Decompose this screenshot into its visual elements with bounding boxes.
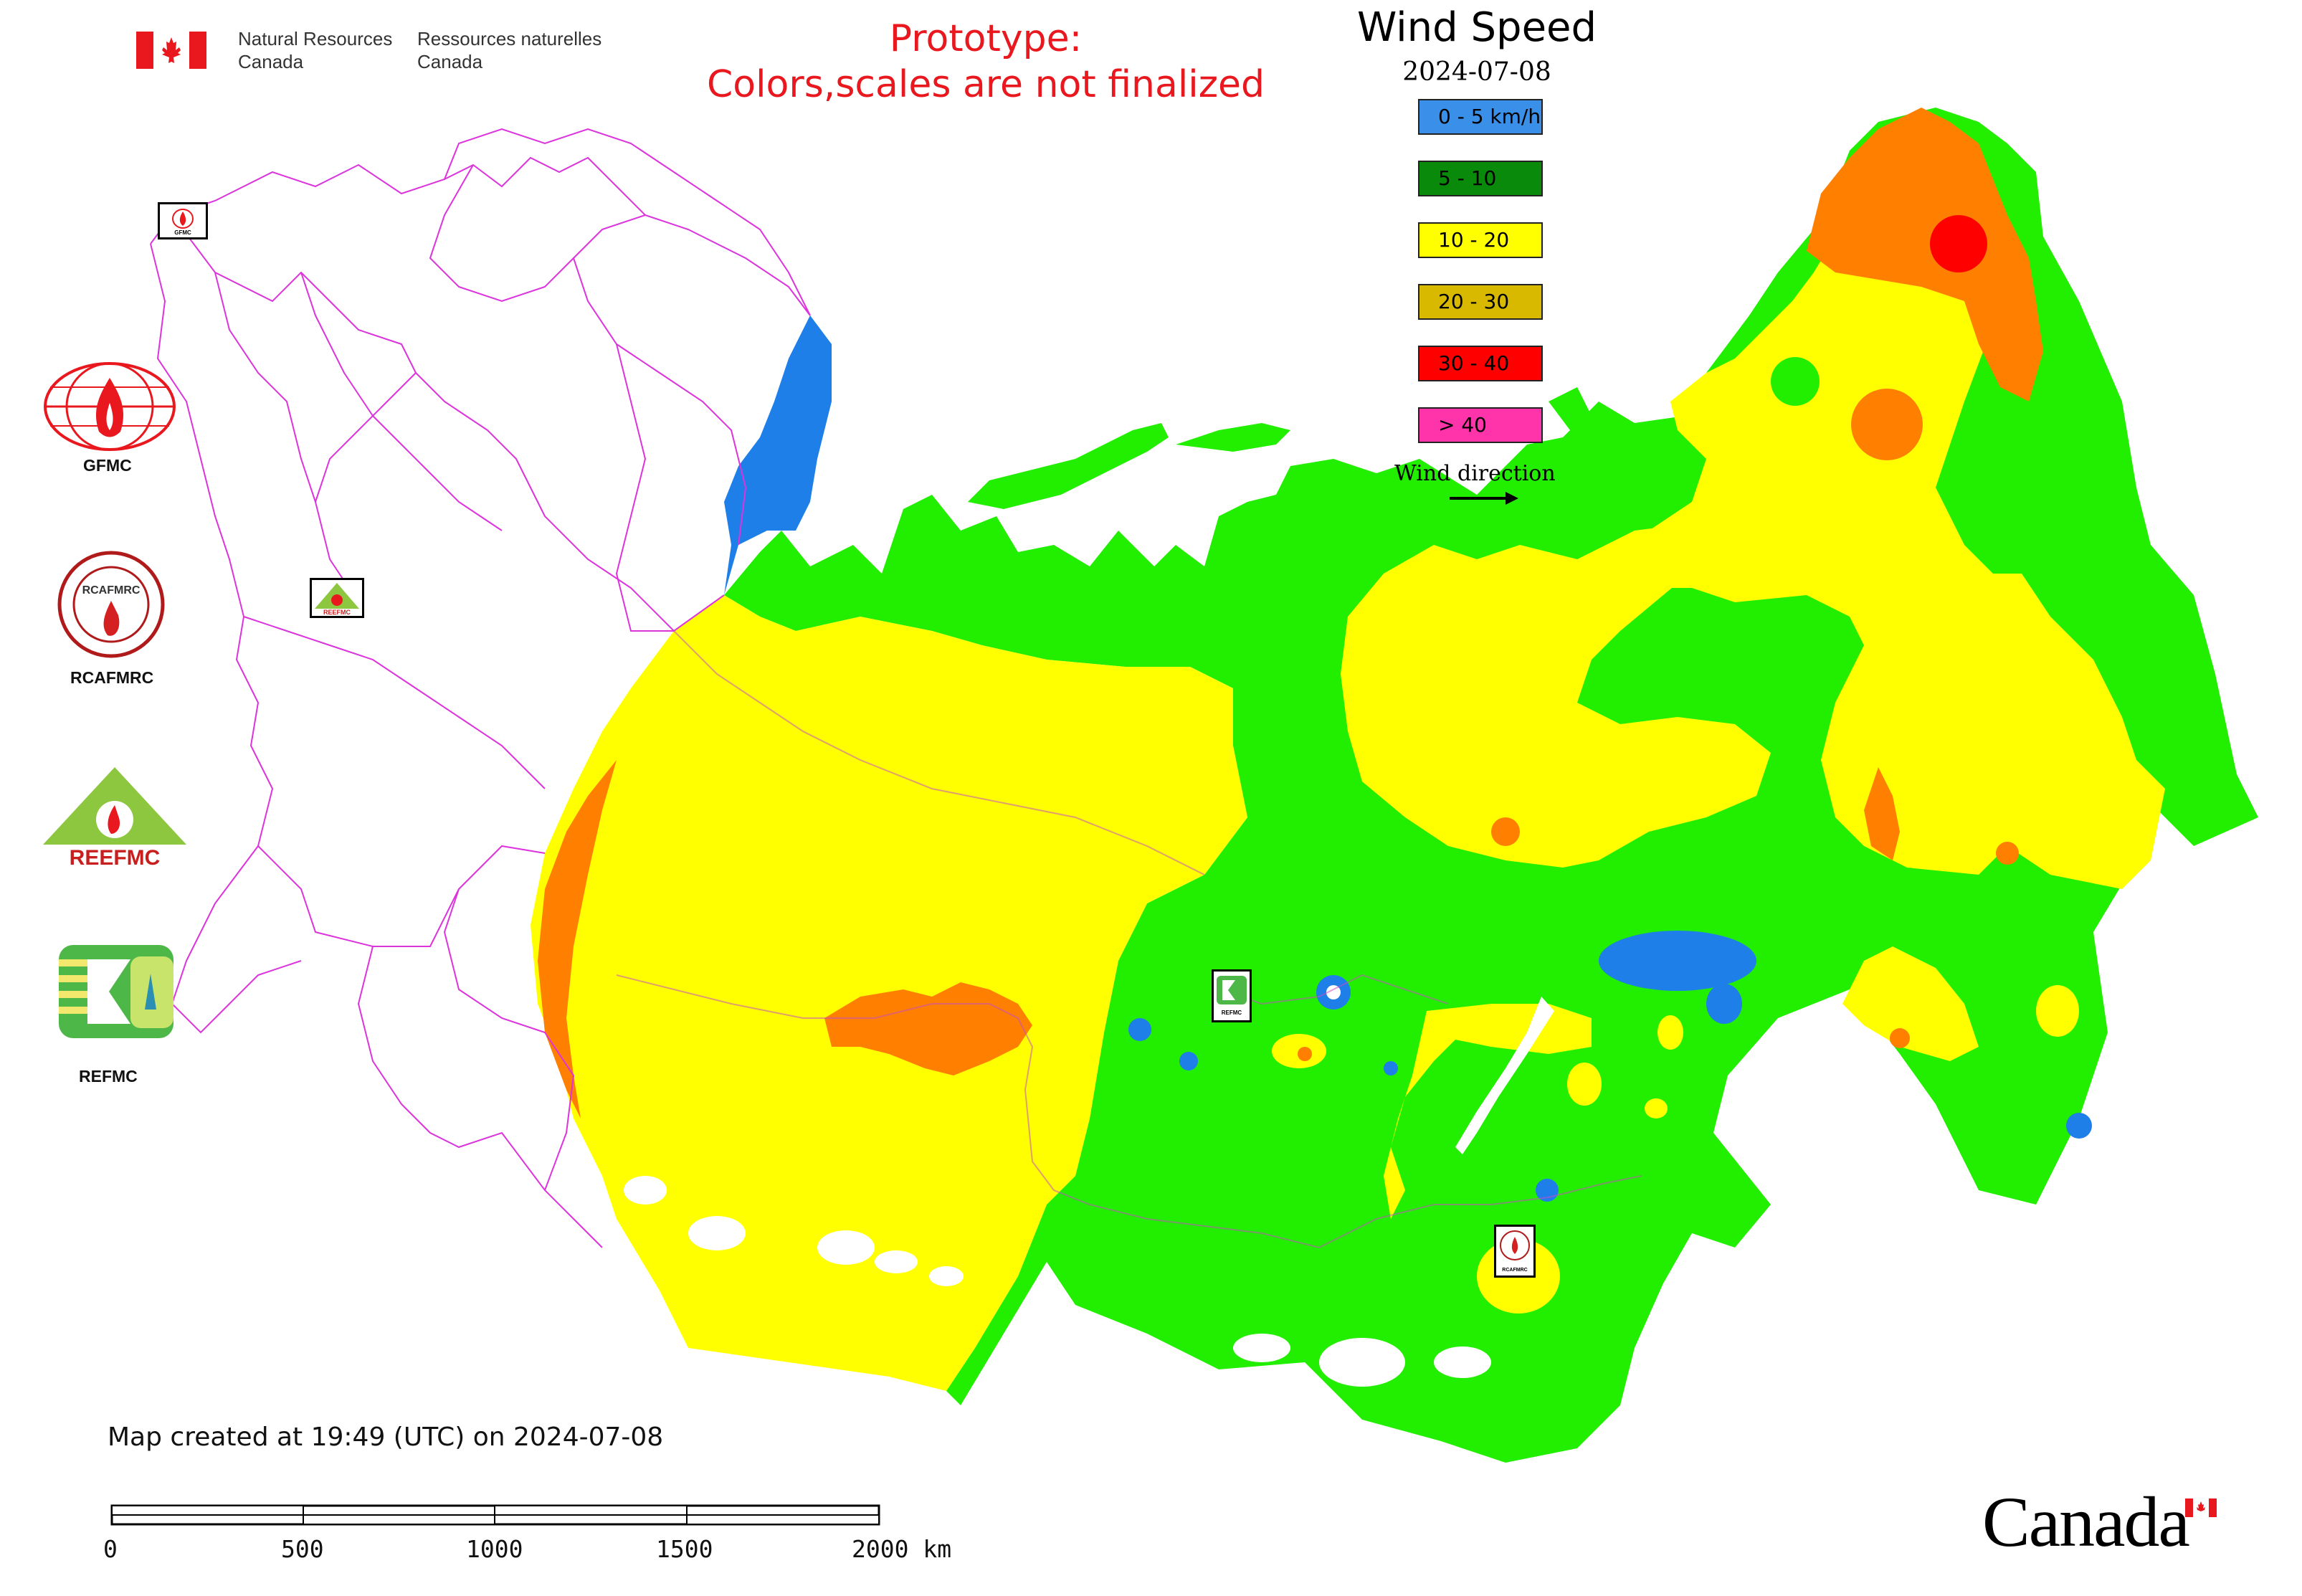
reefmc-marker-icon[interactable]: REEFMC xyxy=(310,578,364,618)
region-10-20-south-east xyxy=(1842,946,1979,1061)
scale-label-500: 500 xyxy=(281,1535,324,1563)
region-0-5-east xyxy=(1706,984,1742,1024)
legend-item-0-5: 0 - 5 km/h xyxy=(1418,99,1543,135)
region-30-40 xyxy=(1930,215,1987,272)
region-20-30-west-coast xyxy=(538,760,617,1118)
region-20-30-okhotsk xyxy=(1864,767,1900,860)
canada-wordmark: Canada xyxy=(1982,1482,2190,1562)
region-0-5-scandinavia xyxy=(724,315,832,595)
svg-text:REEFMC: REEFMC xyxy=(323,609,351,616)
wind-direction-label: Wind direction xyxy=(1394,461,1556,486)
rcafmrc-marker-icon[interactable]: RCAFMRC xyxy=(1494,1225,1536,1278)
region-20-30-chukotka xyxy=(1807,108,2043,402)
svg-text:REFMC: REFMC xyxy=(1222,1010,1242,1016)
nrcan-name-en: Natural Resources Canada xyxy=(238,28,393,72)
region-10-20-central xyxy=(1341,523,1771,868)
scale-label-2000: 2000 km xyxy=(852,1535,952,1563)
refmc-logo-icon xyxy=(59,945,173,1038)
lake-baikal xyxy=(1455,997,1554,1154)
canada-wordmark-flag-icon xyxy=(2185,1498,2217,1517)
org-label-refmc: REFMC xyxy=(79,1067,138,1086)
nodata-speckles xyxy=(624,985,1491,1387)
region-10-20-northeast xyxy=(1642,122,2165,889)
wind-direction-arrow-icon xyxy=(1450,492,1518,505)
scale-label-1500: 1500 xyxy=(656,1535,713,1563)
canada-flag-icon xyxy=(136,32,206,69)
scale-label-1000: 1000 xyxy=(466,1535,523,1563)
reefmc-logo-icon: REEFMC xyxy=(43,767,186,870)
region-20-30-spot xyxy=(1851,389,1923,460)
nrcan-name-fr: Ressources naturelles Canada xyxy=(417,28,602,72)
region-0-5-lakes xyxy=(1599,931,1756,991)
refmc-marker-icon[interactable]: REFMC xyxy=(1212,969,1252,1022)
country-borders xyxy=(616,630,1642,1249)
legend-item-30-40: 30 - 40 xyxy=(1418,346,1543,381)
legend-date: 2024-07-08 xyxy=(1402,57,1551,87)
region-10-20-baikal xyxy=(1384,1004,1592,1219)
org-label-gfmc: GFMC xyxy=(83,456,132,475)
svg-text:GFMC: GFMC xyxy=(174,229,191,236)
legend-title: Wind Speed xyxy=(1356,4,1597,51)
map-created-timestamp: Map created at 19:49 (UTC) on 2024-07-08 xyxy=(108,1422,664,1452)
admin-boundaries xyxy=(150,128,811,1248)
legend-item-over-40: > 40 xyxy=(1418,407,1543,443)
svg-text:RCAFMRC: RCAFMRC xyxy=(1502,1268,1527,1273)
arctic-islands xyxy=(968,357,1820,509)
legend-item-10-20: 10 - 20 xyxy=(1418,222,1543,258)
org-label-rcafmrc: RCAFMRC xyxy=(70,668,154,687)
legend-item-5-10: 5 - 10 xyxy=(1418,161,1543,196)
prototype-notice: Prototype: Colors,scales are not finaliz… xyxy=(706,17,1265,106)
gfmc-logo-icon xyxy=(44,362,176,451)
legend-item-20-30: 20 - 30 xyxy=(1418,284,1543,320)
svg-text:RCAFMRC: RCAFMRC xyxy=(82,584,141,597)
region-20-30-caspian xyxy=(824,982,1032,1075)
rcafmrc-logo-icon: RCAFMRC xyxy=(57,551,165,658)
scale-label-0: 0 xyxy=(103,1535,118,1563)
gfmc-marker-icon[interactable]: GFMC xyxy=(158,202,208,239)
scale-bar xyxy=(110,1504,880,1526)
svg-text:REEFMC: REEFMC xyxy=(70,846,161,870)
